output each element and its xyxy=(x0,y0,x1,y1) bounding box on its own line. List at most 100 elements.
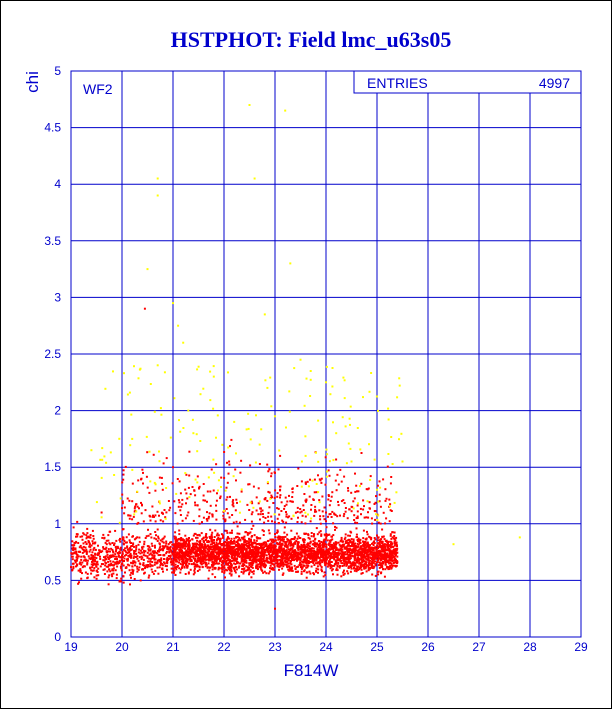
data-point-red xyxy=(340,480,343,483)
data-point-red xyxy=(77,555,80,558)
data-point-red xyxy=(209,543,212,546)
data-point-red xyxy=(115,548,118,550)
data-point-yellow xyxy=(368,390,371,393)
data-point-red xyxy=(312,552,315,555)
data-point-red xyxy=(151,571,154,573)
data-point-red xyxy=(391,554,394,557)
data-point-yellow xyxy=(182,341,185,344)
data-point-yellow xyxy=(285,426,287,429)
data-point-red xyxy=(157,535,160,538)
data-point-red xyxy=(200,561,203,564)
x-tick-label: 26 xyxy=(421,640,435,654)
data-point-red xyxy=(153,551,156,554)
data-point-red xyxy=(234,571,237,574)
data-point-red xyxy=(121,550,124,553)
data-point-yellow xyxy=(212,375,215,378)
data-point-yellow xyxy=(315,451,317,454)
data-point-yellow xyxy=(309,395,312,397)
data-point-red xyxy=(203,548,206,551)
data-point-yellow xyxy=(452,543,455,546)
data-point-red xyxy=(336,515,339,518)
data-point-red xyxy=(383,575,386,578)
data-point-red xyxy=(320,566,323,569)
data-point-red xyxy=(166,556,169,559)
data-point-red xyxy=(132,562,134,565)
data-point-red xyxy=(229,561,231,564)
data-point-red xyxy=(384,522,387,525)
data-point-yellow xyxy=(209,399,212,402)
data-point-red xyxy=(342,571,345,574)
data-point-red xyxy=(227,536,229,539)
data-point-red xyxy=(319,522,322,525)
data-point-yellow xyxy=(398,438,400,441)
data-point-red xyxy=(319,479,322,482)
data-point-red xyxy=(170,567,173,570)
data-point-red xyxy=(248,564,251,567)
data-point-red xyxy=(356,504,359,507)
data-point-red xyxy=(143,551,146,554)
data-point-red xyxy=(363,516,366,519)
data-point-red xyxy=(268,506,271,509)
data-point-red xyxy=(189,557,191,560)
data-point-red xyxy=(384,551,387,554)
data-point-yellow xyxy=(156,177,159,180)
data-point-red xyxy=(205,533,208,535)
data-point-red xyxy=(181,564,184,567)
data-point-red xyxy=(327,498,330,501)
data-point-red xyxy=(71,552,74,555)
data-point-red xyxy=(240,571,243,573)
data-point-red xyxy=(251,535,254,537)
data-point-red xyxy=(319,549,322,552)
data-point-red xyxy=(277,538,280,541)
data-point-red xyxy=(327,515,329,518)
data-point-red xyxy=(215,544,218,547)
data-point-red xyxy=(237,543,240,546)
data-point-red xyxy=(264,559,267,562)
data-point-red xyxy=(136,570,139,573)
data-point-red xyxy=(264,545,267,548)
x-tick-label: 25 xyxy=(370,640,384,654)
data-point-red xyxy=(244,518,247,521)
data-point-red xyxy=(357,565,360,568)
data-point-red xyxy=(379,550,382,553)
data-point-red xyxy=(309,520,312,523)
data-point-red xyxy=(162,541,165,544)
data-point-red xyxy=(169,506,172,509)
data-point-red xyxy=(357,559,360,562)
data-point-red xyxy=(374,501,377,504)
data-point-red xyxy=(183,555,186,558)
data-point-yellow xyxy=(233,420,236,423)
data-point-red xyxy=(210,536,213,539)
data-point-red xyxy=(379,540,382,543)
data-point-red xyxy=(78,546,81,549)
data-point-red xyxy=(382,568,385,571)
data-point-red xyxy=(268,532,271,535)
data-point-red xyxy=(306,544,309,547)
data-point-red xyxy=(204,562,207,564)
data-point-yellow xyxy=(343,397,346,400)
data-point-red xyxy=(390,543,392,545)
data-point-red xyxy=(318,540,321,542)
data-point-red xyxy=(339,540,342,543)
data-point-red xyxy=(133,545,135,548)
data-point-red xyxy=(87,555,90,558)
data-point-red xyxy=(359,542,362,544)
data-point-yellow xyxy=(199,393,202,396)
data-point-red xyxy=(112,551,115,554)
data-point-red xyxy=(303,548,306,551)
data-point-red xyxy=(122,478,125,481)
data-point-red xyxy=(327,562,330,565)
data-point-red xyxy=(336,554,339,557)
data-point-yellow xyxy=(199,440,202,442)
data-point-red xyxy=(376,554,378,556)
data-point-red xyxy=(295,554,298,557)
data-point-red xyxy=(346,517,349,520)
data-point-red xyxy=(226,531,229,534)
data-point-red xyxy=(172,547,175,550)
data-point-red xyxy=(88,550,91,553)
data-point-red xyxy=(207,549,210,552)
data-point-red xyxy=(156,566,159,569)
data-point-red xyxy=(340,538,343,541)
data-point-red xyxy=(386,546,389,549)
data-point-red xyxy=(194,494,197,497)
